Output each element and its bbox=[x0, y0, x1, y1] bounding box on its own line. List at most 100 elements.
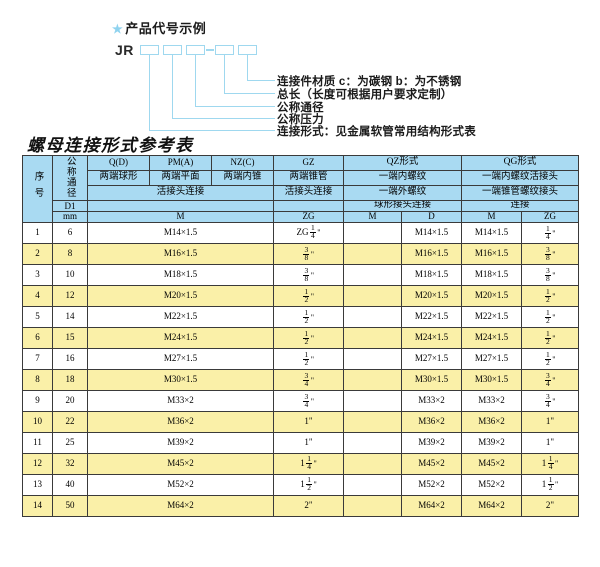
cell-bore: 22 bbox=[52, 410, 88, 433]
cell-qg-zg: 1 1 4 " bbox=[521, 452, 580, 475]
leader-label-material: 连接件材质 c：为碳钢 b：为不锈钢 bbox=[277, 76, 462, 88]
table-row: 9 20 M33×2 3 4 " M33×2 M33×2 3 4 " bbox=[22, 389, 580, 412]
header-bore-sub-d1: D1 bbox=[52, 200, 88, 213]
leader-line-v-1 bbox=[149, 55, 151, 131]
cell-gz: 1 1 4 " bbox=[273, 452, 344, 475]
header-group-code-nzc: NZ(C) bbox=[211, 154, 274, 172]
header-conn-qg: 一端锥管螺纹接头 bbox=[461, 185, 580, 202]
cell-index: 10 bbox=[22, 410, 53, 433]
cell-qz-d: M20×1.5 bbox=[400, 284, 463, 307]
cell-gz: 1" bbox=[273, 410, 344, 433]
table-row: 13 40 M52×2 1 1 2 " M52×2 M52×2 1 1 2 " bbox=[22, 473, 580, 496]
header-unit-qg-zg: ZG bbox=[521, 211, 580, 223]
cell-qg-m: M18×1.5 bbox=[461, 263, 523, 286]
header-desc-nzc: 两端内锥 bbox=[211, 170, 274, 187]
table-row: 10 22 M36×2 1" M36×2 M36×2 1" bbox=[22, 410, 580, 433]
cell-qz-m bbox=[343, 305, 402, 328]
cell-qg-m: M30×1.5 bbox=[461, 368, 523, 391]
header-desc-qz: 一端内螺纹 bbox=[342, 170, 463, 187]
cell-qz-d: M33×2 bbox=[400, 389, 463, 412]
cell-thread-m: M52×2 bbox=[87, 473, 274, 496]
table-row: 7 16 M27×1.5 1 2 " M27×1.5 M27×1.5 1 2 " bbox=[22, 347, 580, 370]
cell-qg-m: M33×2 bbox=[461, 389, 523, 412]
cell-qz-d: M24×1.5 bbox=[400, 326, 463, 349]
table-row: 1 6 M14×1.5 ZG 1 4 " M14×1.5 M14×1.5 1 4 " bbox=[22, 221, 580, 244]
table-row: 3 10 M18×1.5 3 8 " M18×1.5 M18×1.5 3 8 " bbox=[22, 263, 580, 286]
cell-qg-zg: 3 8 " bbox=[521, 263, 580, 286]
table-row: 2 8 M16×1.5 3 8 " M16×1.5 M16×1.5 3 8 " bbox=[22, 242, 580, 265]
header-extra-left bbox=[87, 200, 274, 213]
header-group-code-qg: QG形式 bbox=[461, 154, 580, 172]
header-conn-qz: 一端外螺纹 bbox=[342, 185, 463, 202]
header-desc-qd: 两端球形 bbox=[87, 170, 150, 187]
cell-qz-m bbox=[343, 263, 402, 286]
cell-index: 4 bbox=[22, 284, 53, 307]
cell-qz-m bbox=[343, 221, 402, 244]
cell-qg-m: M20×1.5 bbox=[461, 284, 523, 307]
cell-qg-m: M64×2 bbox=[461, 494, 523, 517]
leader-label-nominal-bore: 公称通径 bbox=[277, 102, 324, 114]
cell-thread-m: M18×1.5 bbox=[87, 263, 274, 286]
header-desc-pma: 两端平面 bbox=[149, 170, 212, 187]
header-desc-qg: 一端内螺纹活接头 bbox=[461, 170, 580, 187]
leader-line-v-5 bbox=[247, 55, 249, 81]
cell-bore: 18 bbox=[52, 368, 88, 391]
cell-qz-m bbox=[343, 494, 402, 517]
cell-thread-m: M45×2 bbox=[87, 452, 274, 475]
cell-bore: 15 bbox=[52, 326, 88, 349]
cell-gz: 3 4 " bbox=[273, 389, 344, 412]
cell-qg-m: M27×1.5 bbox=[461, 347, 523, 370]
cell-qz-d: M18×1.5 bbox=[400, 263, 463, 286]
leader-line-h-5 bbox=[247, 80, 275, 82]
leader-line-v-2 bbox=[172, 55, 174, 119]
cell-index: 9 bbox=[22, 389, 53, 412]
cell-thread-m: M64×2 bbox=[87, 494, 274, 517]
cell-bore: 25 bbox=[52, 431, 88, 454]
cell-qz-m bbox=[343, 410, 402, 433]
header-row-codes: 序号 公称通径 Q(D) PM(A) NZ(C) GZ QZ形式 QG形式 bbox=[22, 154, 580, 223]
cell-gz: 2" bbox=[273, 494, 344, 517]
nut-connection-table: 序号 公称通径 Q(D) PM(A) NZ(C) GZ QZ形式 QG形式 两端… bbox=[22, 154, 580, 517]
leader-line-v-3 bbox=[195, 55, 197, 107]
product-code-diagram: ★ 产品代号示例 JR 连接件材质 c：为碳钢 b：为不锈钢 总长（长度可根据用户… bbox=[0, 0, 600, 138]
cell-qz-m bbox=[343, 242, 402, 265]
cell-qg-zg: 1 4 " bbox=[521, 221, 580, 244]
header-conn-left: 活接头连接 bbox=[87, 185, 274, 202]
cell-qg-zg: 1 2 " bbox=[521, 305, 580, 328]
cell-thread-m: M36×2 bbox=[87, 410, 274, 433]
header-extra-gz bbox=[273, 200, 344, 213]
header-group-code-qz: QZ形式 bbox=[342, 154, 463, 172]
leader-label-nominal-pressure: 公称压力 bbox=[277, 114, 324, 126]
code-box-1 bbox=[140, 45, 159, 55]
header-desc-gz: 两端锥管 bbox=[273, 170, 344, 187]
cell-qg-m: M39×2 bbox=[461, 431, 523, 454]
product-code-title-text: 产品代号示例 bbox=[125, 21, 207, 36]
table-row: 8 18 M30×1.5 3 4 " M30×1.5 M30×1.5 3 4 " bbox=[22, 368, 580, 391]
cell-qg-zg: 1 2 " bbox=[521, 284, 580, 307]
code-prefix-label: JR bbox=[115, 42, 134, 58]
header-group-code-qd: Q(D) bbox=[87, 154, 150, 172]
cell-qz-d: M30×1.5 bbox=[400, 368, 463, 391]
header-index: 序号 bbox=[22, 155, 53, 223]
cell-qz-d: M45×2 bbox=[400, 452, 463, 475]
table-row: 11 25 M39×2 1" M39×2 M39×2 1" bbox=[22, 431, 580, 454]
table-row: 12 32 M45×2 1 1 4 " M45×2 M45×2 1 1 4 " bbox=[22, 452, 580, 475]
product-code-title: ★ 产品代号示例 bbox=[112, 18, 206, 37]
cell-index: 13 bbox=[22, 473, 53, 496]
cell-bore: 16 bbox=[52, 347, 88, 370]
code-dash-separator bbox=[206, 49, 214, 51]
cell-qz-m bbox=[343, 326, 402, 349]
cell-gz: 3 8 " bbox=[273, 263, 344, 286]
code-box-3 bbox=[186, 45, 205, 55]
leader-label-connection-form: 连接形式：见金属软管常用结构形式表 bbox=[277, 126, 476, 138]
table-row: 4 12 M20×1.5 1 2 " M20×1.5 M20×1.5 1 2 " bbox=[22, 284, 580, 307]
table-row: 6 15 M24×1.5 1 2 " M24×1.5 M24×1.5 1 2 " bbox=[22, 326, 580, 349]
table-title: 螺母连接形式参考表 bbox=[27, 136, 194, 155]
cell-qz-m bbox=[343, 368, 402, 391]
cell-bore: 50 bbox=[52, 494, 88, 517]
cell-qz-m bbox=[343, 431, 402, 454]
cell-qz-m bbox=[343, 284, 402, 307]
header-bore-label: 公称通径 bbox=[64, 156, 76, 198]
cell-gz: 1" bbox=[273, 431, 344, 454]
code-box-5 bbox=[238, 45, 257, 55]
